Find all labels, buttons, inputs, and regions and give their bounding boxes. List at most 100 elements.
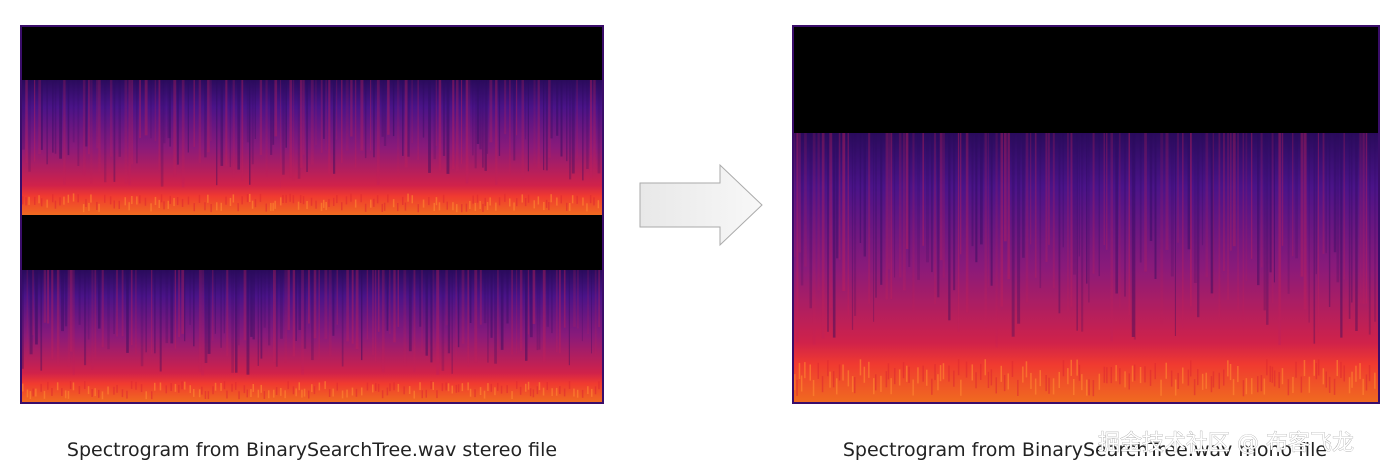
texture-stripe (1160, 133, 1164, 325)
texture-stripe (1273, 133, 1275, 283)
texture-stripe (1257, 376, 1259, 393)
texture-stripe (411, 195, 413, 204)
texture-stripe (98, 270, 101, 329)
texture-stripe (285, 80, 287, 148)
texture-stripe (912, 379, 914, 396)
texture-stripe (571, 195, 574, 204)
texture-stripe (1034, 378, 1037, 395)
texture-stripe (98, 389, 100, 398)
texture-stripe (926, 133, 929, 263)
texture-stripe (548, 202, 550, 211)
texture-stripe (1242, 133, 1244, 328)
texture-stripe (189, 385, 191, 394)
texture-stripe (1237, 133, 1239, 310)
texture-stripe (1190, 133, 1192, 307)
texture-stripe (1266, 359, 1268, 376)
texture-stripe (299, 194, 302, 203)
texture-stripe (829, 371, 831, 388)
texture-stripe (381, 80, 384, 137)
texture-stripe (1098, 133, 1100, 277)
texture-stripe (497, 382, 499, 391)
texture-stripe (413, 270, 416, 372)
texture-stripe (198, 389, 201, 398)
texture-stripe (504, 193, 506, 202)
texture-stripe (72, 80, 75, 143)
texture-stripe (1292, 376, 1294, 393)
texture-stripe (922, 133, 924, 246)
texture-stripe (1201, 133, 1204, 246)
texture-stripe (516, 80, 518, 136)
texture-stripe (295, 270, 297, 341)
texture-stripe (1039, 133, 1042, 289)
texture-stripe (479, 80, 482, 150)
texture-stripe (1022, 133, 1025, 258)
texture-stripe (1359, 363, 1361, 380)
texture-stripe (407, 193, 409, 202)
texture-stripe (587, 270, 590, 334)
texture-stripe (796, 379, 798, 396)
texture-stripe (556, 80, 559, 136)
texture-stripe (594, 386, 597, 395)
texture-stripe (181, 80, 185, 188)
texture-stripe (1115, 365, 1117, 382)
texture-stripe (1124, 371, 1126, 388)
texture-stripe (937, 374, 939, 391)
texture-stripe (435, 80, 437, 146)
texture-stripe (113, 270, 115, 334)
texture-stripe (226, 270, 229, 357)
texture-stripe (1281, 133, 1284, 246)
texture-stripe (498, 80, 501, 156)
texture-stripe (223, 270, 225, 334)
texture-stripe (297, 201, 300, 210)
texture-stripe (1007, 373, 1009, 390)
texture-stripe (829, 133, 833, 308)
texture-stripe (800, 133, 804, 286)
texture-stripe (178, 384, 180, 393)
texture-stripe (894, 368, 896, 385)
texture-stripe (59, 197, 61, 206)
texture-stripe (1011, 360, 1014, 377)
texture-stripe (204, 270, 208, 363)
texture-stripe (72, 382, 75, 391)
texture-stripe (456, 80, 459, 172)
mono-spectrogram (792, 25, 1380, 404)
texture-stripe (931, 378, 933, 395)
right-caption: Spectrogram from BinarySearchTree.wav mo… (843, 439, 1327, 461)
texture-stripe (1110, 367, 1112, 384)
texture-stripe (597, 80, 601, 174)
texture-stripe (263, 391, 266, 399)
texture-stripe (817, 362, 819, 379)
texture-stripe (91, 270, 94, 370)
channel-spectrum (22, 270, 602, 402)
texture-stripe (965, 133, 969, 313)
texture-stripe (569, 80, 572, 180)
texture-stripe (1174, 379, 1177, 396)
texture-stripe (430, 270, 433, 363)
texture-stripe (1355, 365, 1357, 382)
texture-stripe (163, 201, 165, 210)
texture-stripe (96, 80, 99, 149)
texture-stripe (341, 270, 344, 367)
texture-stripe (537, 80, 540, 169)
texture-stripe (252, 270, 255, 340)
texture-stripe (1017, 133, 1021, 324)
texture-stripe (404, 80, 408, 168)
texture-stripe (1287, 133, 1290, 294)
texture-stripe (472, 80, 474, 156)
texture-stripe (101, 391, 104, 400)
texture-stripe (1144, 366, 1146, 383)
texture-stripe (425, 270, 428, 356)
texture-stripe (589, 195, 592, 204)
texture-stripe (360, 194, 362, 203)
texture-stripe (934, 364, 936, 381)
texture-stripe (912, 133, 915, 312)
channel-spectrum (22, 80, 602, 215)
texture-stripe (456, 204, 458, 213)
texture-stripe (181, 198, 184, 207)
texture-stripe (121, 389, 124, 398)
texture-stripe (851, 133, 854, 330)
texture-stripe (917, 367, 919, 384)
texture-stripe (313, 386, 316, 395)
texture-stripe (274, 80, 278, 137)
